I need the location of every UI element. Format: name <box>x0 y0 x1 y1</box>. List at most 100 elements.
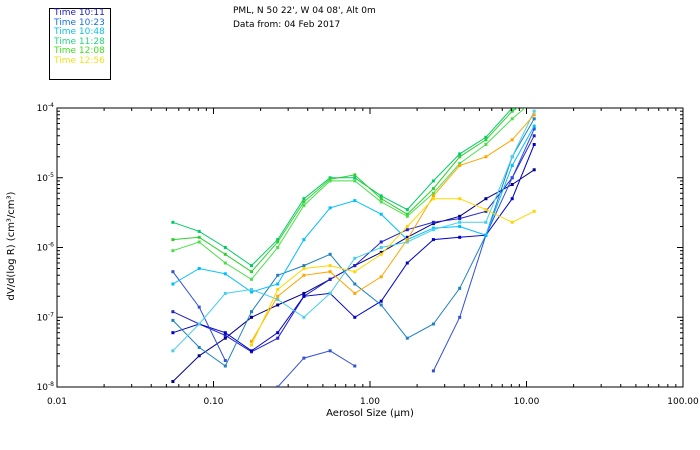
data-point <box>379 250 383 254</box>
data-point <box>379 303 383 307</box>
data-point <box>532 109 536 113</box>
data-point <box>171 318 175 322</box>
data-point <box>431 197 435 201</box>
data-point <box>353 179 357 183</box>
data-point <box>405 336 409 340</box>
data-point <box>250 270 253 274</box>
data-point <box>484 208 488 212</box>
data-point <box>197 229 201 233</box>
data-point <box>353 291 357 295</box>
data-point <box>510 164 514 167</box>
series <box>431 127 536 373</box>
data-point <box>379 200 383 204</box>
data-point <box>405 235 409 239</box>
data-point <box>532 113 536 117</box>
data-point <box>431 228 435 232</box>
data-point <box>405 261 409 265</box>
data-point <box>510 117 514 121</box>
data-point <box>484 135 488 139</box>
legend-item: Time 10:11 <box>54 8 105 18</box>
series <box>171 108 519 274</box>
data-point <box>171 220 175 224</box>
data-point <box>458 225 462 228</box>
data-point <box>405 228 409 232</box>
data-point <box>250 264 253 268</box>
x-tick-label: 10.00 <box>514 397 540 407</box>
data-point <box>328 349 332 353</box>
data-point <box>510 183 514 186</box>
data-point <box>484 209 488 213</box>
data-point <box>458 214 462 218</box>
series <box>171 117 536 368</box>
y-tick-label: 10-7 <box>37 311 55 323</box>
data-point <box>171 331 175 335</box>
data-point <box>405 225 409 228</box>
x-axis-label: Aerosol Size (µm) <box>326 408 414 419</box>
data-point <box>223 291 227 295</box>
data-point <box>328 277 332 281</box>
y-tick-label: 10-8 <box>37 381 55 393</box>
x-tick-label: 1.00 <box>360 397 380 407</box>
series-layer <box>171 94 536 387</box>
data-point <box>250 290 253 294</box>
data-point <box>276 297 280 301</box>
data-point <box>484 233 488 237</box>
series <box>276 349 357 387</box>
data-point <box>328 179 332 183</box>
data-point <box>302 356 306 360</box>
series <box>171 109 536 353</box>
data-point <box>484 138 488 142</box>
y-axis-label: dV/d(log R) (cm³/cm³) <box>6 191 17 300</box>
data-point <box>302 197 306 201</box>
data-point <box>250 349 253 353</box>
data-point <box>431 194 435 198</box>
data-point <box>276 246 280 249</box>
series <box>171 124 536 294</box>
data-point <box>328 291 332 295</box>
data-point <box>302 267 306 270</box>
data-point <box>171 249 175 253</box>
data-point <box>431 179 435 183</box>
data-point <box>379 252 383 256</box>
legend: Time 10:11 Time 10:23 Time 10:48 Time 11… <box>49 8 111 80</box>
data-point <box>431 226 435 230</box>
data-point <box>484 143 488 146</box>
data-point <box>353 282 357 286</box>
series-line <box>251 114 535 342</box>
data-point <box>484 220 488 224</box>
data-point <box>171 238 175 242</box>
data-point <box>302 291 306 295</box>
data-point <box>197 235 201 239</box>
y-tick-label: 10-6 <box>37 242 55 254</box>
data-point <box>276 240 280 244</box>
data-point <box>276 273 280 277</box>
data-point <box>276 331 280 335</box>
data-point <box>510 109 514 113</box>
data-point <box>302 315 306 319</box>
data-point <box>458 155 462 159</box>
legend-item: Time 10:48 <box>54 27 105 37</box>
data-point <box>197 345 201 349</box>
data-point <box>458 220 462 224</box>
data-point <box>276 294 280 298</box>
data-point <box>197 305 201 309</box>
data-point <box>223 359 227 362</box>
series-line <box>251 198 535 346</box>
series-line <box>277 350 356 387</box>
data-point <box>533 99 536 102</box>
data-point <box>533 94 536 97</box>
series <box>250 113 536 343</box>
data-point <box>379 212 383 216</box>
data-point <box>276 288 280 291</box>
data-point <box>353 173 357 177</box>
data-point <box>532 127 536 131</box>
data-point <box>458 164 462 167</box>
data-point <box>353 315 357 319</box>
data-point <box>250 315 253 319</box>
data-point <box>379 197 383 201</box>
data-point <box>405 238 409 242</box>
data-point <box>276 238 280 242</box>
data-point <box>171 282 175 286</box>
data-point <box>250 343 253 347</box>
data-point <box>484 197 488 201</box>
